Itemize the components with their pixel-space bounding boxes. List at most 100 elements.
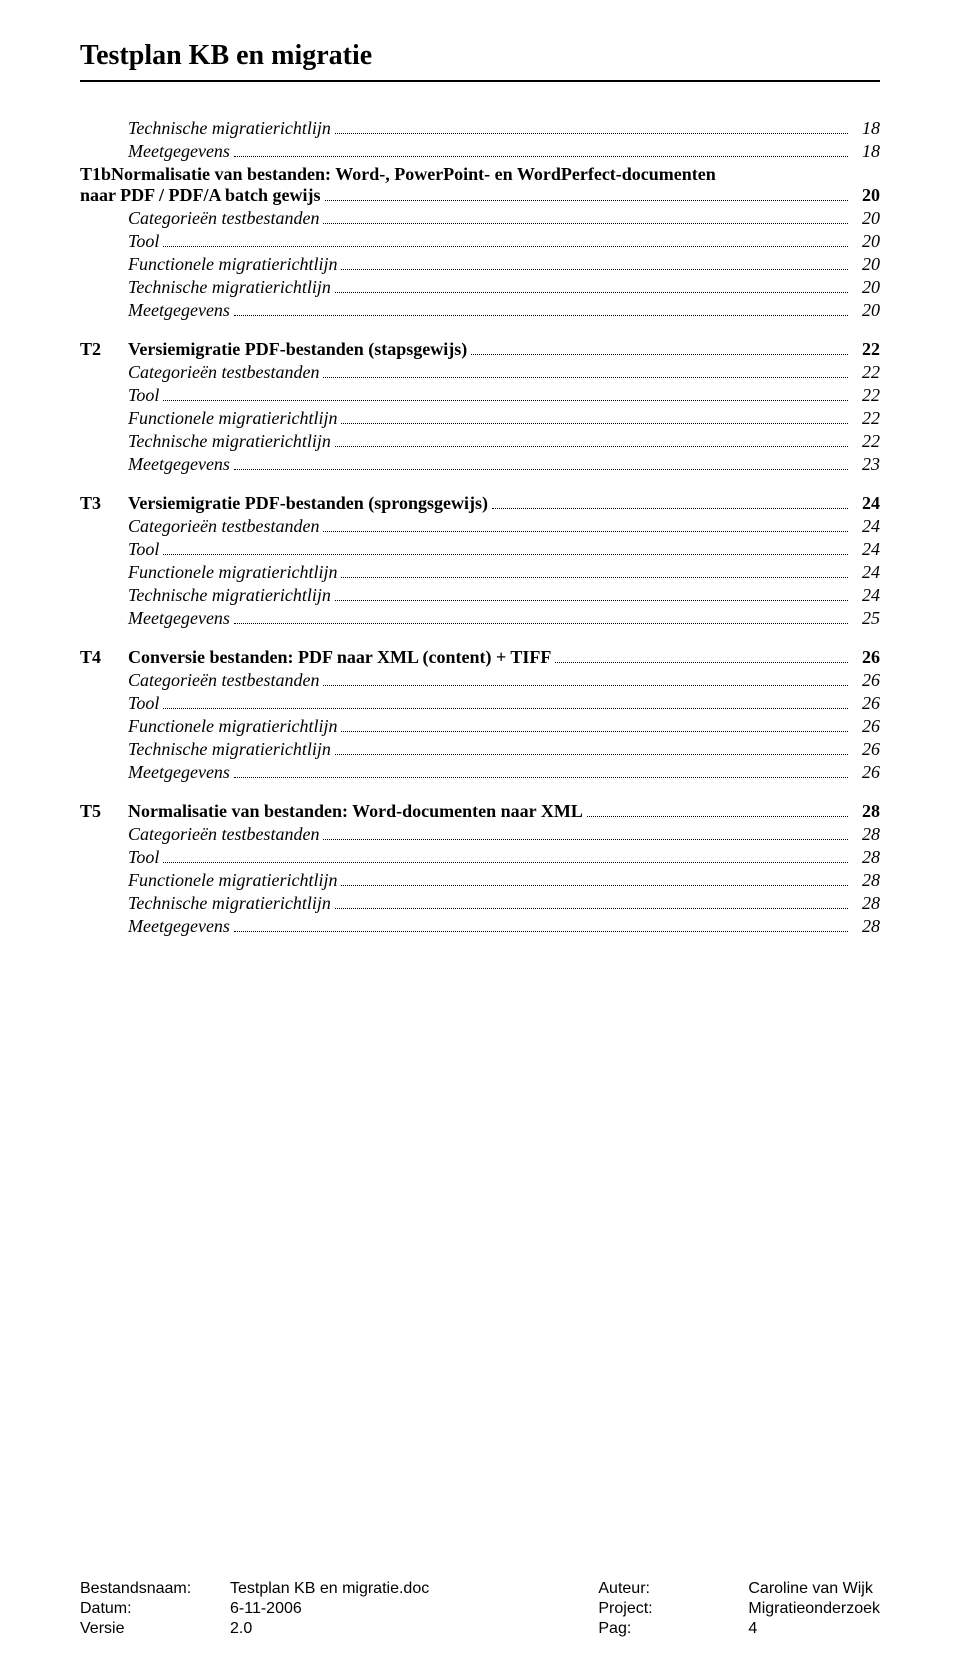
toc-leaders — [587, 803, 848, 817]
toc-leaders — [323, 826, 848, 840]
toc-page: 24 — [852, 493, 880, 514]
toc-label: Functionele migratierichtlijn — [128, 716, 337, 737]
toc-leaders — [341, 872, 848, 886]
toc-page: 18 — [852, 141, 880, 162]
toc-gap — [80, 785, 880, 801]
toc-entry: Functionele migratierichtlijn 24 — [80, 562, 880, 583]
toc-label: Categorieën testbestanden — [128, 516, 319, 537]
footer-value: 2.0 — [230, 1620, 252, 1638]
toc-entry: Meetgegevens28 — [80, 916, 880, 937]
toc-label: Meetgegevens — [128, 141, 230, 162]
toc-entry: Tool22 — [80, 385, 880, 406]
toc-page: 26 — [852, 693, 880, 714]
footer-value: Migratieonderzoek — [748, 1600, 880, 1618]
toc-label: naar PDF / PDF/A batch gewijs — [80, 185, 321, 206]
toc-page: 25 — [852, 608, 880, 629]
toc-entry: Meetgegevens25 — [80, 608, 880, 629]
toc-label: Tool — [128, 693, 159, 714]
page-footer: Bestandsnaam:Testplan KB en migratie.doc… — [80, 1540, 880, 1638]
footer-right: Auteur:Caroline van WijkProject:Migratie… — [598, 1580, 880, 1638]
page: Testplan KB en migratie Technische migra… — [0, 0, 960, 1678]
toc-page: 24 — [852, 539, 880, 560]
toc-page: 26 — [852, 762, 880, 783]
toc-label: Normalisatie van bestanden: Word-documen… — [128, 801, 583, 822]
toc-leaders — [335, 433, 848, 447]
toc-entry: Categorieën testbestanden28 — [80, 824, 880, 845]
toc-label: Categorieën testbestanden — [128, 362, 319, 383]
toc-page: 23 — [852, 454, 880, 475]
toc-page: 24 — [852, 516, 880, 537]
toc-label: Tool — [128, 539, 159, 560]
toc-leaders — [492, 495, 848, 509]
toc-page: 22 — [852, 431, 880, 452]
footer-row: Versie2.0 — [80, 1620, 429, 1638]
toc-code: T3 — [80, 493, 128, 514]
toc-label: Tool — [128, 385, 159, 406]
footer-key: Auteur: — [598, 1580, 748, 1598]
toc-page: 26 — [852, 670, 880, 691]
toc-leaders — [341, 256, 848, 270]
toc-leaders — [323, 518, 848, 532]
toc-page: 26 — [852, 739, 880, 760]
toc-section-heading: T5Normalisatie van bestanden: Word-docum… — [80, 801, 880, 822]
footer-key: Pag: — [598, 1620, 748, 1638]
toc-label: Functionele migratierichtlijn — [128, 870, 337, 891]
toc-page: 24 — [852, 562, 880, 583]
toc-leaders — [234, 610, 848, 624]
footer-value: Testplan KB en migratie.doc — [230, 1580, 429, 1598]
toc-page: 26 — [852, 716, 880, 737]
toc-leaders — [163, 233, 848, 247]
toc-page: 20 — [852, 185, 880, 206]
toc-entry: Technische migratierichtlijn24 — [80, 585, 880, 606]
footer-value: 6-11-2006 — [230, 1600, 302, 1618]
toc-section-heading: T3Versiemigratie PDF-bestanden (sprongsg… — [80, 493, 880, 514]
toc-page: 20 — [852, 254, 880, 275]
toc-leaders — [323, 364, 848, 378]
toc-page: 20 — [852, 277, 880, 298]
toc-code: T1b — [80, 164, 111, 185]
toc-entry: Functionele migratierichtlijn 20 — [80, 254, 880, 275]
toc-leaders — [335, 741, 848, 755]
footer-row: Datum:6-11-2006 — [80, 1600, 429, 1618]
toc-label: Technische migratierichtlijn — [128, 739, 331, 760]
toc-label: Technische migratierichtlijn — [128, 277, 331, 298]
toc-leaders — [234, 302, 848, 316]
toc-leaders — [341, 564, 848, 578]
toc-page: 18 — [852, 118, 880, 139]
toc-leaders — [234, 456, 848, 470]
footer-row: Pag:4 — [598, 1620, 880, 1638]
toc-entry: Categorieën testbestanden22 — [80, 362, 880, 383]
toc-label: Functionele migratierichtlijn — [128, 562, 337, 583]
toc-entry: Technische migratierichtlijn22 — [80, 431, 880, 452]
toc-entry: Meetgegevens20 — [80, 300, 880, 321]
toc-entry: Tool20 — [80, 231, 880, 252]
toc-leaders — [163, 849, 848, 863]
toc-code: T4 — [80, 647, 128, 668]
toc-entry: Tool28 — [80, 847, 880, 868]
toc-label: Conversie bestanden: PDF naar XML (conte… — [128, 647, 551, 668]
toc-row: naar PDF / PDF/A batch gewijs 20 — [80, 185, 880, 206]
toc-entry: Technische migratierichtlijn28 — [80, 893, 880, 914]
toc-page: 28 — [852, 801, 880, 822]
toc-gap — [80, 631, 880, 647]
toc-leaders — [323, 672, 848, 686]
toc-label: Versiemigratie PDF-bestanden (stapsgewij… — [128, 339, 467, 360]
toc-label: Functionele migratierichtlijn — [128, 254, 337, 275]
toc-leaders — [335, 587, 848, 601]
toc-page: 22 — [852, 339, 880, 360]
toc-page: 26 — [852, 647, 880, 668]
footer-row: Bestandsnaam:Testplan KB en migratie.doc — [80, 1580, 429, 1598]
toc-entry: Categorieën testbestanden26 — [80, 670, 880, 691]
toc-leaders — [234, 143, 848, 157]
toc-leaders — [163, 695, 848, 709]
footer-key: Bestandsnaam: — [80, 1580, 230, 1598]
toc-page: 28 — [852, 824, 880, 845]
toc-page: 28 — [852, 847, 880, 868]
toc-entry: Technische migratierichtlijn18 — [80, 118, 880, 139]
toc-entry: Meetgegevens23 — [80, 454, 880, 475]
toc-page: 24 — [852, 585, 880, 606]
toc-entry: Technische migratierichtlijn 26 — [80, 739, 880, 760]
toc-entry: Tool 26 — [80, 693, 880, 714]
toc-leaders — [335, 279, 848, 293]
toc-entry: Meetgegevens 18 — [80, 141, 880, 162]
